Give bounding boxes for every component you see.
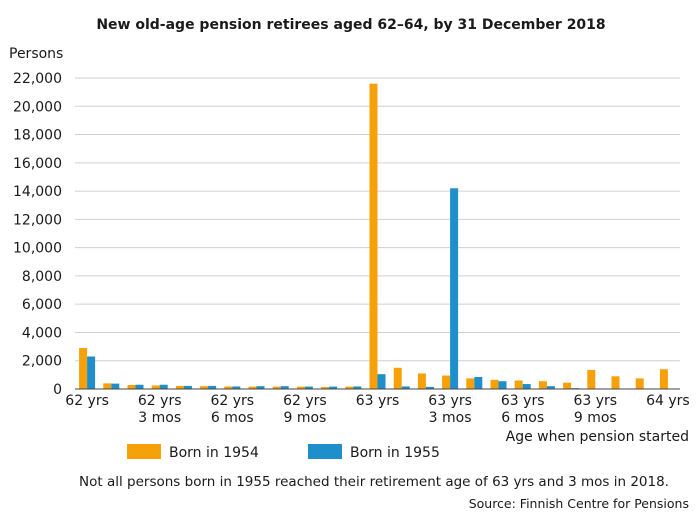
bar	[393, 367, 402, 389]
bar	[280, 386, 289, 389]
bar	[466, 378, 475, 389]
x-tick-label: 63 yrs	[428, 393, 472, 409]
bars	[79, 83, 668, 390]
bar	[111, 383, 120, 389]
bar	[498, 381, 507, 389]
x-tick-label: 63 yrs	[573, 393, 617, 409]
x-tick-label: 64 yrs	[646, 393, 690, 409]
y-tick-label: 14,000	[13, 184, 62, 200]
y-tick-label: 2,000	[22, 354, 62, 370]
bar	[377, 374, 386, 389]
bar	[369, 83, 378, 390]
bar	[450, 188, 459, 389]
bar	[87, 356, 96, 389]
x-tick-label: 62 yrs	[65, 393, 109, 409]
bar	[321, 387, 330, 389]
y-tick-label: 4,000	[22, 325, 62, 341]
y-tick-label: 18,000	[13, 128, 62, 144]
bar	[345, 386, 354, 389]
y-tick-label: 16,000	[13, 156, 62, 172]
bar	[490, 379, 499, 389]
y-tick-label: 0	[53, 382, 62, 398]
bar	[587, 369, 596, 389]
bar	[248, 386, 257, 389]
legend: Born in 1954 Born in 1955	[127, 444, 440, 461]
footnote: Not all persons born in 1955 reached the…	[79, 474, 669, 490]
bar	[224, 386, 233, 389]
bar	[401, 386, 410, 389]
bar	[151, 385, 160, 389]
x-tick-label: 9 mos	[574, 410, 617, 426]
x-tick-label: 63 yrs	[501, 393, 545, 409]
bar	[522, 384, 531, 389]
x-tick-label: 9 mos	[283, 410, 326, 426]
bar	[183, 385, 192, 389]
bar	[635, 378, 644, 389]
bar	[159, 384, 168, 389]
bar	[563, 382, 572, 389]
bar	[474, 376, 483, 389]
legend-swatch	[127, 444, 161, 459]
bar	[329, 386, 338, 389]
y-tick-label: 10,000	[13, 241, 62, 257]
y-tick-label: 6,000	[22, 297, 62, 313]
x-tick-label: 62 yrs	[283, 393, 327, 409]
x-tick-label: 3 mos	[429, 410, 472, 426]
bar	[659, 369, 668, 389]
bar	[232, 386, 241, 389]
y-tick-label: 20,000	[13, 99, 62, 115]
y-axis-label: Persons	[9, 46, 63, 62]
x-axis-label: Age when pension started	[506, 429, 689, 445]
x-tick-label: 63 yrs	[356, 393, 400, 409]
bar	[256, 386, 265, 389]
bar	[175, 385, 184, 389]
bar	[546, 386, 555, 389]
bar	[135, 384, 144, 389]
legend-label: Born in 1955	[350, 445, 440, 461]
bar	[417, 373, 426, 389]
bar	[611, 376, 620, 389]
x-tick-label: 6 mos	[211, 410, 254, 426]
bar	[200, 386, 209, 389]
bar	[353, 386, 362, 389]
y-tick-labels: 0 2,000 4,000 6,000 8,000 10,000 12,000 14,000 1…	[13, 71, 62, 398]
y-tick-label: 12,000	[13, 212, 62, 228]
chart-title: New old-age pension retirees aged 62–64,…	[96, 17, 605, 33]
bar	[127, 385, 136, 389]
bar	[442, 375, 451, 389]
source-note: Source: Finnish Centre for Pensions	[469, 496, 689, 511]
bar	[304, 386, 313, 389]
x-tick-label: 62 yrs	[210, 393, 254, 409]
bar	[272, 386, 281, 389]
y-tick-label: 22,000	[13, 71, 62, 87]
x-tick-label: 62 yrs	[138, 393, 182, 409]
legend-label: Born in 1954	[169, 445, 259, 461]
x-tick-label: 3 mos	[138, 410, 181, 426]
y-tick-label: 8,000	[22, 269, 62, 285]
bar	[538, 381, 547, 389]
bar	[208, 385, 217, 389]
bar	[425, 386, 434, 389]
bar	[514, 380, 523, 389]
bar	[296, 386, 305, 389]
bar	[79, 348, 88, 389]
legend-swatch	[308, 444, 342, 459]
x-tick-label: 6 mos	[501, 410, 544, 426]
bar	[103, 383, 112, 389]
